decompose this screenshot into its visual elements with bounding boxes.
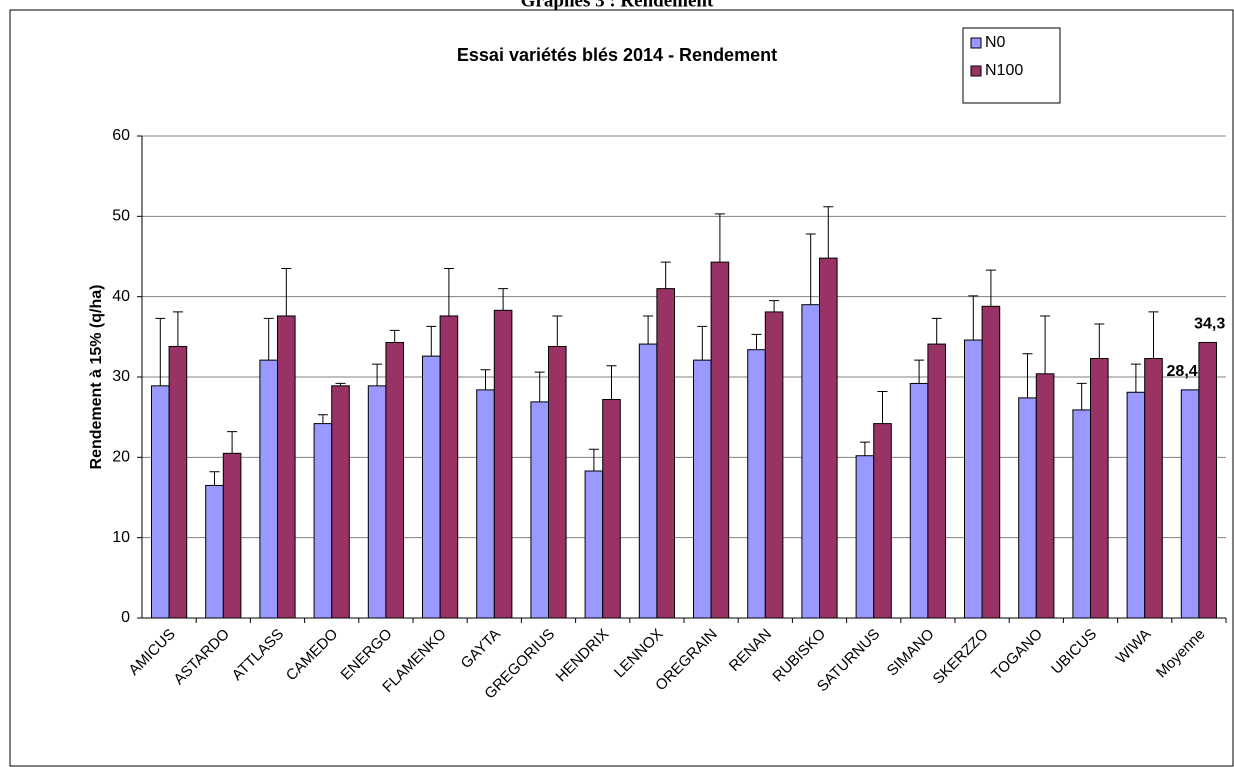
bar	[530, 401, 550, 619]
error-bar	[1148, 311, 1159, 359]
bar	[1126, 391, 1146, 619]
page-heading: Graphes 3 : Rendement	[521, 0, 714, 11]
legend-swatch	[970, 37, 982, 49]
error-bar	[317, 414, 328, 424]
bar	[385, 341, 404, 619]
bar	[855, 455, 875, 619]
bar	[764, 311, 784, 619]
error-bar	[714, 213, 725, 263]
bar	[1198, 341, 1218, 619]
error-bar	[914, 359, 925, 384]
error-bar	[172, 311, 183, 347]
error-bar	[643, 315, 654, 345]
chart-title: Essai variétés blés 2014 - Rendement	[457, 45, 777, 65]
error-bar	[1040, 315, 1051, 374]
error-bar	[1130, 363, 1141, 393]
bar	[981, 305, 1001, 619]
bar	[313, 423, 333, 619]
error-bar	[931, 317, 942, 345]
bar	[819, 257, 838, 619]
error-bar	[1022, 353, 1033, 398]
error-bar	[335, 382, 346, 386]
error-bar	[751, 333, 762, 350]
bar	[259, 359, 278, 619]
bar	[909, 382, 929, 619]
error-bar	[769, 300, 780, 312]
error-bar	[823, 206, 834, 259]
error-bar	[281, 268, 292, 316]
error-bar	[498, 288, 509, 311]
y-axis-label: Rendement à 15% (q/ha)	[88, 285, 105, 470]
error-bar	[426, 325, 437, 357]
error-bar	[209, 471, 220, 486]
legend-label: N100	[985, 62, 1023, 79]
bar	[656, 288, 676, 619]
bar	[747, 349, 766, 619]
y-tick-label: 40	[112, 288, 130, 305]
error-bar	[389, 329, 400, 343]
error-bar	[155, 317, 166, 386]
bar	[964, 339, 983, 619]
error-bar	[1094, 323, 1105, 359]
bar	[584, 470, 604, 619]
bar	[151, 385, 170, 619]
bar	[927, 343, 947, 619]
error-bar	[480, 369, 491, 390]
y-tick-label: 60	[112, 127, 130, 144]
y-tick-label: 20	[112, 449, 130, 466]
error-bar	[372, 363, 383, 386]
y-tick-label: 0	[121, 609, 130, 626]
error-bar	[1076, 382, 1087, 410]
bar	[602, 398, 621, 619]
bar	[222, 452, 242, 619]
legend-label: N0	[985, 34, 1006, 51]
bar	[548, 345, 567, 619]
bar	[476, 389, 495, 619]
error-bar	[588, 448, 599, 471]
bar	[493, 309, 513, 619]
y-tick-label: 50	[112, 208, 130, 225]
bar	[1144, 358, 1163, 619]
bar	[205, 484, 224, 619]
error-bar	[443, 268, 454, 316]
data-label: 28,4	[1167, 363, 1198, 380]
bar	[1035, 373, 1055, 619]
bar	[277, 315, 296, 619]
error-bar	[263, 317, 274, 361]
bar	[1072, 409, 1092, 619]
bar	[422, 355, 441, 619]
error-bar	[805, 233, 816, 305]
error-bar	[534, 371, 545, 402]
y-tick-label: 30	[112, 368, 130, 385]
bar	[638, 343, 658, 619]
error-bar	[877, 390, 888, 424]
bar	[439, 315, 459, 619]
error-bar	[227, 431, 238, 454]
bar	[873, 423, 892, 619]
bar	[168, 345, 188, 619]
bar	[1018, 397, 1037, 619]
error-bar	[985, 269, 996, 307]
error-bar	[606, 365, 617, 400]
y-tick-label: 10	[112, 529, 130, 546]
bar	[1090, 358, 1109, 619]
bar	[693, 359, 712, 619]
error-bar	[660, 261, 671, 289]
bar	[367, 385, 387, 619]
error-bar	[859, 441, 870, 456]
bar	[1180, 389, 1200, 619]
error-bar	[968, 295, 979, 341]
bar	[331, 385, 350, 619]
error-bar	[552, 315, 563, 347]
bar	[710, 261, 730, 619]
error-bar	[697, 325, 708, 361]
legend-swatch	[970, 65, 982, 77]
data-label: 34,3	[1194, 316, 1225, 333]
bar	[801, 304, 821, 619]
